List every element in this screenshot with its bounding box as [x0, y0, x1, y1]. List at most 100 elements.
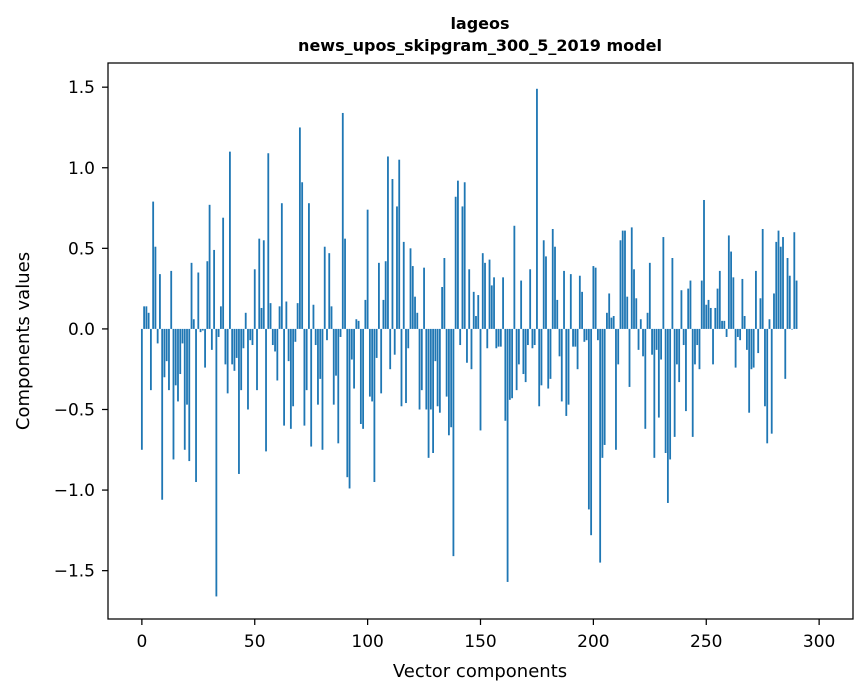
- bar: [506, 328, 509, 582]
- bar: [222, 217, 225, 329]
- bar: [768, 319, 771, 329]
- bar: [793, 232, 796, 329]
- bar: [161, 328, 164, 500]
- bar: [285, 301, 288, 329]
- bar: [628, 328, 631, 387]
- bar: [536, 88, 538, 329]
- bars-group: [140, 88, 798, 597]
- bar: [572, 328, 574, 347]
- bar: [357, 320, 360, 329]
- bar: [757, 328, 760, 354]
- bar: [140, 328, 143, 450]
- bar: [350, 328, 353, 360]
- bar: [599, 328, 602, 563]
- bar: [278, 306, 281, 329]
- bar: [538, 328, 541, 407]
- bar: [337, 328, 340, 444]
- x-tick-label: 300: [803, 632, 835, 652]
- bar: [177, 328, 179, 402]
- bar: [317, 328, 319, 405]
- bar: [197, 272, 200, 329]
- bar: [219, 306, 222, 329]
- bar: [470, 328, 473, 370]
- bar: [147, 312, 150, 329]
- bar: [502, 277, 504, 329]
- bar: [698, 328, 701, 370]
- bar: [375, 328, 378, 358]
- x-tick-label: 100: [351, 632, 383, 652]
- bar: [242, 328, 245, 349]
- y-tick-label: 0.5: [68, 239, 95, 259]
- bar: [201, 328, 204, 331]
- bar: [493, 277, 495, 329]
- bar: [238, 328, 240, 474]
- bar: [423, 267, 425, 329]
- bar: [362, 328, 365, 429]
- bar: [447, 328, 450, 436]
- y-tick-label: −0.5: [54, 400, 95, 420]
- bar: [172, 328, 175, 460]
- bar: [630, 227, 633, 329]
- bar: [411, 266, 414, 329]
- bar: [486, 328, 489, 349]
- y-axis-ticks: −1.5 −1.0 −0.5 0.0 0.5 1.0 1.5: [54, 78, 108, 582]
- bar: [612, 316, 615, 329]
- bar: [705, 304, 708, 329]
- bar: [152, 201, 155, 329]
- bar: [657, 328, 660, 418]
- bar: [420, 328, 423, 391]
- bar: [353, 328, 355, 389]
- bar: [770, 328, 773, 434]
- bar: [639, 319, 642, 329]
- bar: [475, 316, 477, 329]
- bar: [262, 240, 265, 329]
- y-tick-label: −1.0: [54, 481, 95, 501]
- bar: [402, 241, 405, 329]
- bar: [454, 196, 457, 329]
- bar: [619, 240, 622, 329]
- bar: [186, 328, 188, 405]
- bar: [195, 328, 197, 483]
- bar: [174, 328, 177, 386]
- bar: [644, 328, 647, 429]
- bar: [730, 251, 732, 329]
- y-tick-label: 1.0: [68, 159, 95, 179]
- bar: [213, 249, 216, 329]
- x-axis-ticks: 0 50 100 150 200 250 300: [136, 619, 835, 652]
- x-tick-label: 0: [136, 632, 147, 652]
- bar: [527, 328, 529, 346]
- bar: [775, 241, 778, 329]
- bar: [635, 298, 638, 329]
- bar: [149, 328, 152, 391]
- bar: [660, 328, 663, 360]
- bar: [398, 159, 401, 329]
- bar: [531, 328, 534, 349]
- bar: [563, 270, 565, 329]
- bar: [298, 127, 301, 329]
- bar: [499, 328, 502, 347]
- bar: [436, 328, 439, 407]
- bar: [477, 295, 480, 329]
- bar: [303, 328, 306, 426]
- bar: [328, 253, 331, 329]
- bar: [608, 293, 611, 329]
- bar: [504, 328, 507, 421]
- chart-title: lageos: [450, 14, 509, 33]
- bar: [786, 258, 789, 329]
- bar: [766, 328, 769, 444]
- bar: [346, 328, 349, 478]
- bar: [294, 328, 297, 342]
- bar: [418, 328, 421, 410]
- bar: [490, 285, 493, 329]
- bar: [782, 237, 784, 329]
- bar: [560, 328, 563, 402]
- bar: [459, 328, 462, 346]
- bar: [206, 261, 209, 329]
- bar: [240, 328, 243, 391]
- bar: [736, 328, 739, 337]
- bar: [718, 270, 721, 329]
- bar: [233, 328, 236, 371]
- bar: [258, 238, 261, 329]
- bar: [314, 328, 317, 346]
- bar: [587, 328, 590, 510]
